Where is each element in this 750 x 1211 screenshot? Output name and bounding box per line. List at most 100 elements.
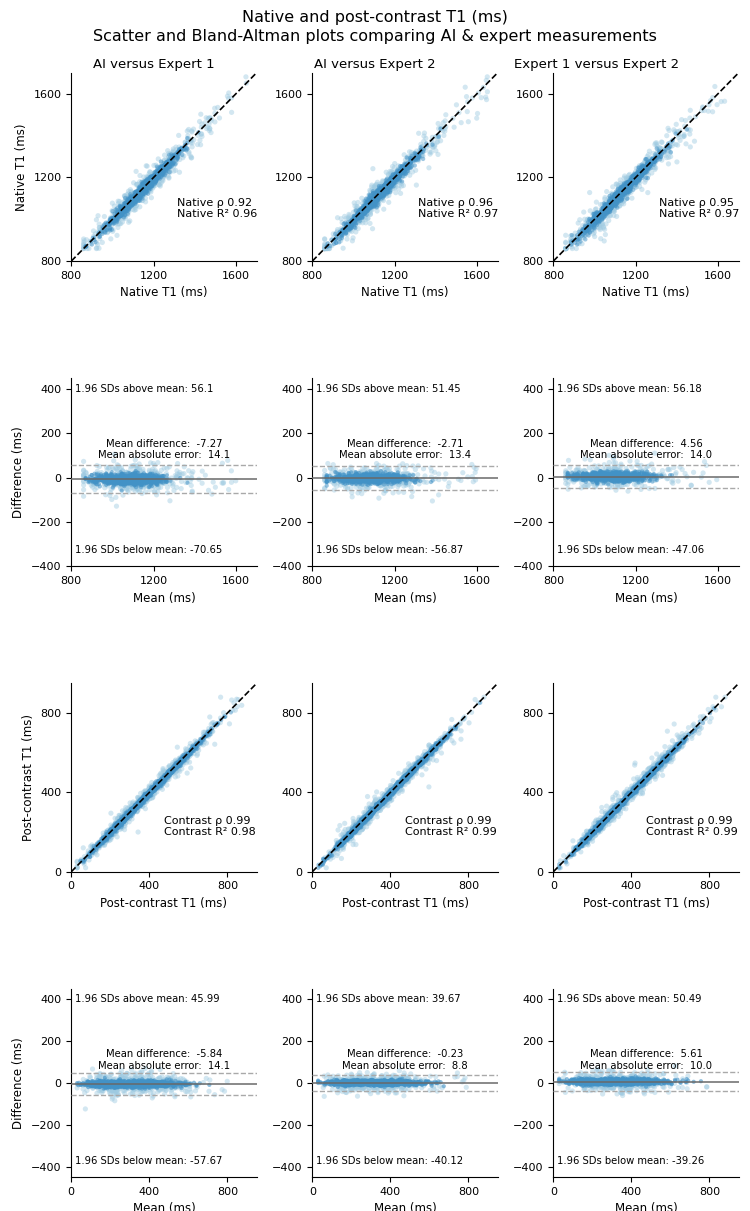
Point [380, 184, 392, 203]
Point [611, 469, 623, 488]
Point [652, 143, 664, 162]
Point [369, 469, 381, 488]
Point [616, 1074, 628, 1094]
Point [349, 817, 361, 837]
Point [584, 823, 596, 843]
Point [386, 782, 398, 802]
Point [102, 213, 114, 233]
Point [387, 780, 399, 799]
Point [186, 482, 198, 501]
Point [427, 492, 439, 511]
Point [646, 763, 658, 782]
Point [124, 471, 136, 490]
Point [88, 843, 100, 862]
Point [104, 825, 116, 844]
Point [376, 794, 388, 814]
Point [377, 180, 389, 200]
Point [441, 725, 453, 745]
Point [589, 826, 601, 845]
Point [381, 174, 393, 194]
Point [368, 177, 380, 196]
Point [570, 464, 582, 483]
Point [365, 191, 377, 211]
Point [368, 194, 380, 213]
Point [613, 193, 625, 212]
Point [356, 202, 368, 222]
Point [113, 1074, 125, 1094]
Point [365, 804, 377, 823]
Point [156, 771, 168, 791]
Point [586, 210, 598, 229]
Point [585, 1069, 597, 1089]
Point [351, 821, 363, 840]
Point [380, 180, 392, 200]
Point [334, 467, 346, 487]
Point [142, 1075, 154, 1095]
Point [572, 466, 584, 486]
Point [137, 460, 149, 480]
Point [356, 1077, 368, 1096]
Point [159, 768, 171, 787]
Point [386, 1075, 398, 1095]
Point [636, 165, 648, 184]
Point [681, 723, 693, 742]
Point [613, 796, 625, 815]
Point [100, 1067, 112, 1086]
Point [610, 467, 622, 487]
Point [599, 200, 611, 219]
Point [105, 823, 117, 843]
Point [393, 162, 405, 182]
Point [583, 225, 595, 245]
Point [586, 467, 598, 487]
Point [142, 167, 154, 186]
Point [124, 191, 136, 211]
Point [143, 776, 155, 796]
Point [217, 454, 229, 474]
Point [133, 1074, 145, 1094]
Point [639, 768, 651, 787]
Point [122, 475, 134, 494]
Point [186, 739, 198, 758]
Point [86, 844, 98, 863]
Point [125, 470, 137, 489]
Point [344, 826, 355, 845]
Point [89, 1075, 101, 1095]
Point [623, 178, 635, 197]
Point [586, 820, 598, 839]
Point [673, 727, 685, 746]
Point [393, 1073, 405, 1092]
Point [604, 195, 616, 214]
Point [598, 1072, 610, 1091]
Point [114, 820, 126, 839]
Point [153, 469, 165, 488]
Point [671, 1071, 683, 1090]
Point [416, 752, 428, 771]
Point [148, 1073, 160, 1092]
Point [150, 172, 162, 191]
Point [119, 188, 131, 207]
Point [421, 1073, 433, 1092]
Point [379, 469, 391, 488]
Point [628, 465, 640, 484]
Point [118, 807, 130, 826]
Point [339, 467, 351, 487]
Point [353, 469, 365, 488]
Point [404, 154, 416, 173]
Point [604, 1075, 616, 1095]
Point [134, 178, 146, 197]
Point [370, 796, 382, 815]
Point [380, 788, 392, 808]
Point [140, 469, 152, 488]
Point [82, 845, 94, 865]
Point [129, 799, 141, 819]
Point [172, 144, 184, 163]
Point [112, 467, 124, 487]
Point [620, 791, 632, 810]
Point [606, 804, 618, 823]
Point [364, 804, 376, 823]
Point [170, 763, 182, 782]
Point [376, 790, 388, 809]
Point [638, 1066, 650, 1085]
Point [396, 163, 408, 183]
Point [160, 767, 172, 786]
